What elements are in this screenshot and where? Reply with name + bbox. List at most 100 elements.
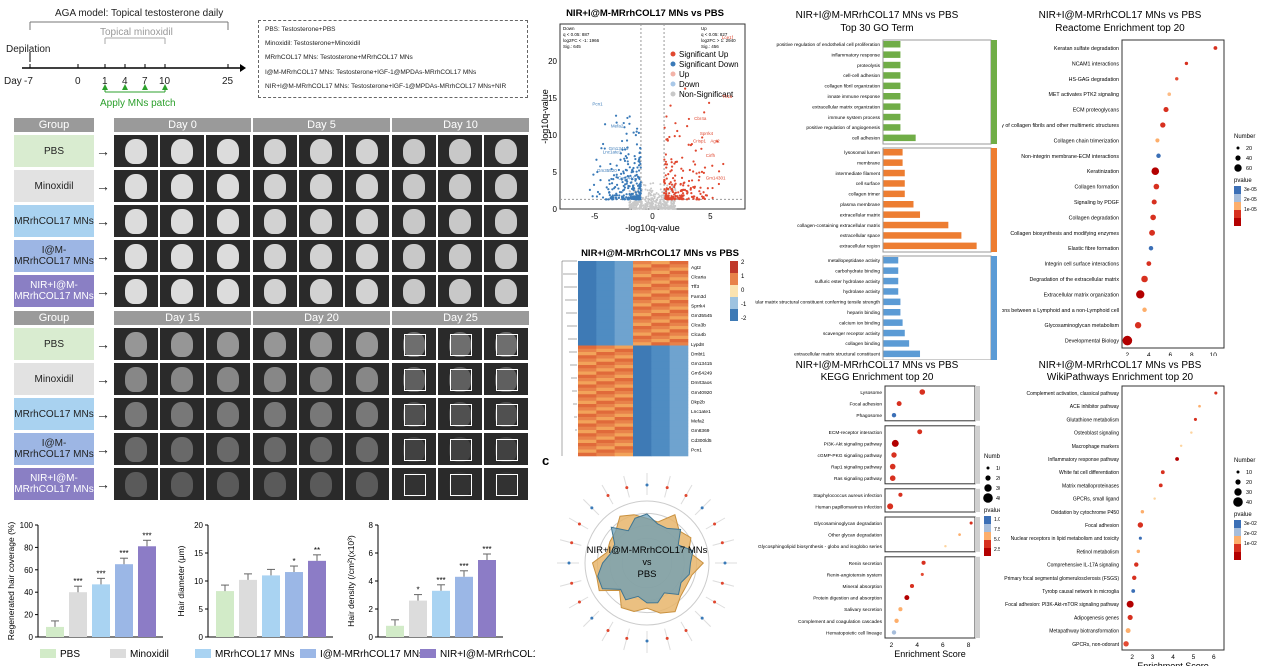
data-point bbox=[644, 200, 647, 203]
mouse-back bbox=[171, 138, 193, 164]
legend-size-dot bbox=[1236, 146, 1240, 150]
data-dot bbox=[891, 452, 897, 458]
data-point bbox=[639, 204, 642, 207]
term-label: immune system process bbox=[828, 115, 880, 121]
heatmap-cell bbox=[578, 345, 597, 350]
data-point bbox=[620, 139, 624, 143]
heatmap-cell bbox=[633, 267, 652, 272]
legend-size-label: 40 bbox=[1246, 156, 1252, 162]
radar-ring bbox=[584, 500, 710, 626]
roi-square bbox=[404, 334, 426, 356]
data-point bbox=[613, 194, 616, 197]
heatmap-cell bbox=[651, 368, 670, 372]
data-point bbox=[664, 196, 668, 199]
data-point bbox=[627, 153, 630, 156]
data-point bbox=[639, 147, 642, 150]
data-dot bbox=[1132, 575, 1137, 580]
mouse-photo bbox=[392, 433, 436, 465]
mouse-back bbox=[403, 436, 425, 462]
data-point bbox=[668, 182, 671, 186]
gene-label: Agt2 bbox=[710, 138, 720, 143]
group-header: Group bbox=[14, 118, 94, 132]
data-point bbox=[629, 174, 632, 177]
heatmap-cell bbox=[669, 368, 689, 372]
data-point bbox=[680, 198, 683, 201]
heatmap-cell bbox=[578, 261, 597, 265]
heatmap-cell bbox=[596, 329, 615, 333]
gene-label: Crisp1 bbox=[693, 138, 707, 143]
data-point bbox=[700, 147, 703, 150]
roi-square bbox=[450, 334, 472, 356]
mouse-photo bbox=[438, 170, 482, 202]
mouse-back bbox=[171, 436, 193, 462]
data-point bbox=[650, 194, 653, 197]
term-label: Macrophage markers bbox=[1072, 444, 1120, 450]
data-point bbox=[623, 126, 626, 129]
mouse-photo bbox=[392, 468, 436, 500]
mouse-back bbox=[217, 331, 239, 357]
gene-label: Lnc1ate1 bbox=[603, 150, 622, 155]
data-point bbox=[637, 169, 641, 172]
data-point bbox=[692, 195, 695, 198]
data-point bbox=[650, 207, 653, 210]
y-tick-label: 0 bbox=[553, 205, 558, 214]
mouse-back bbox=[403, 138, 425, 164]
legend-marker bbox=[670, 61, 676, 67]
mouse-back bbox=[171, 208, 193, 234]
heatmap-cell bbox=[614, 352, 634, 356]
legend-marker bbox=[670, 51, 676, 57]
data-point bbox=[637, 131, 640, 135]
gene-label: Lnc1ate1 bbox=[691, 409, 711, 415]
heatmap-cell bbox=[669, 436, 689, 441]
data-point bbox=[635, 182, 638, 185]
colorbar-label: 1.0e-03 bbox=[994, 517, 1000, 523]
data-point bbox=[673, 198, 676, 201]
data-point bbox=[664, 174, 667, 177]
heatmap-cell bbox=[614, 316, 634, 320]
arrow-icon: → bbox=[96, 143, 110, 159]
data-point bbox=[630, 187, 634, 190]
data-point bbox=[634, 191, 637, 194]
heatmap-cell bbox=[596, 439, 615, 444]
heatmap-cell bbox=[614, 423, 634, 428]
term-label: extracellular region bbox=[839, 244, 880, 250]
data-point bbox=[665, 166, 668, 169]
data-point bbox=[670, 158, 673, 161]
data-point bbox=[677, 191, 680, 194]
mouse-photo bbox=[206, 135, 250, 167]
x-tick-label: 10 bbox=[1210, 352, 1218, 356]
heatmap-cell bbox=[578, 303, 597, 307]
data-dot bbox=[1149, 229, 1156, 236]
term-label: plasma membrane bbox=[840, 202, 880, 208]
day-tick-label: -7 bbox=[24, 76, 33, 87]
heatmap-cell bbox=[651, 381, 670, 385]
data-dot bbox=[1150, 214, 1156, 221]
data-point bbox=[685, 189, 688, 193]
mouse-back bbox=[495, 278, 517, 304]
heatmap-cell bbox=[614, 358, 634, 363]
data-point bbox=[666, 184, 669, 187]
mouse-back bbox=[264, 401, 286, 427]
heatmap-cell bbox=[614, 378, 634, 382]
heatmap-cell bbox=[596, 449, 615, 454]
heatmap-cell bbox=[614, 391, 634, 395]
heatmap-cell bbox=[596, 339, 615, 343]
heatmap-cell bbox=[614, 287, 634, 291]
heatmap-cell bbox=[596, 342, 615, 346]
radar-marker bbox=[700, 506, 704, 510]
mouse-photo bbox=[345, 275, 389, 307]
heatmap-cell bbox=[614, 329, 634, 333]
term-label: Matrix metalloproteinases bbox=[1062, 483, 1119, 489]
heatmap-cell bbox=[669, 313, 689, 317]
data-point bbox=[639, 192, 642, 195]
data-point bbox=[669, 181, 672, 184]
x-axis-label: Enrichment Score bbox=[1137, 661, 1209, 666]
heatmap-cell bbox=[614, 296, 634, 301]
mouse-photo bbox=[114, 240, 158, 272]
mouse-back bbox=[356, 331, 378, 357]
term-label: Renin-angiotensin system bbox=[827, 572, 882, 578]
data-point bbox=[664, 160, 668, 163]
data-point bbox=[638, 206, 641, 209]
data-point bbox=[628, 193, 631, 196]
heatmap-cell bbox=[614, 381, 634, 385]
